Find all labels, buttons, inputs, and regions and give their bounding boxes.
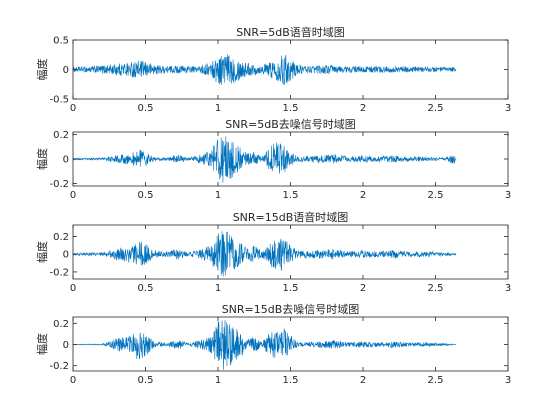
- waveform-line: [73, 320, 456, 370]
- x-tick-label: 2: [360, 283, 366, 294]
- y-tick-label: 0: [63, 65, 69, 76]
- x-tick-label: 1.5: [283, 190, 299, 201]
- x-tick-label: 0: [70, 283, 76, 294]
- y-tick-label: -0.2: [49, 267, 69, 278]
- y-tick-label: -0.2: [49, 361, 69, 372]
- y-axis-label: 幅度: [35, 333, 49, 355]
- waveform-line: [73, 231, 457, 277]
- x-tick-label: 3: [505, 103, 511, 114]
- y-tick-label: 0.5: [53, 36, 69, 47]
- subplot-title: SNR=5dB去噪信号时域图: [225, 118, 356, 131]
- x-tick-label: 1: [215, 103, 221, 114]
- x-tick-label: 2.5: [428, 283, 444, 294]
- x-tick-label: 3: [505, 375, 511, 386]
- y-tick-label: 0.2: [53, 232, 69, 243]
- waveform-line: [73, 136, 457, 183]
- subplot-title: SNR=5dB语音时域图: [236, 25, 345, 39]
- x-tick-label: 2.5: [428, 190, 444, 201]
- x-tick-label: 2: [360, 190, 366, 201]
- y-tick-label: 0.2: [53, 130, 69, 141]
- y-axis-label: 幅度: [35, 241, 49, 263]
- x-tick-label: 2: [360, 375, 366, 386]
- x-tick-label: 2.5: [428, 375, 444, 386]
- x-tick-label: 2.5: [428, 103, 444, 114]
- x-tick-label: 0.5: [138, 103, 154, 114]
- y-tick-label: -0.2: [49, 179, 69, 190]
- x-tick-label: 1.5: [283, 375, 299, 386]
- x-tick-label: 0.5: [138, 375, 154, 386]
- y-tick-label: 0: [63, 155, 69, 166]
- waveform-line: [73, 54, 457, 86]
- subplot-title: SNR=15dB语音时域图: [233, 210, 349, 224]
- y-tick-label: 0: [63, 340, 69, 351]
- y-tick-label: -0.5: [49, 95, 69, 106]
- y-axis-label: 幅度: [35, 148, 49, 170]
- x-tick-label: 1: [215, 283, 221, 294]
- x-tick-label: 1: [215, 375, 221, 386]
- x-tick-label: 0.5: [138, 190, 154, 201]
- y-tick-label: 0.2: [53, 319, 69, 330]
- x-tick-label: 0: [70, 190, 76, 201]
- y-axis-label: 幅度: [35, 59, 49, 81]
- y-tick-label: 0: [63, 250, 69, 261]
- x-tick-label: 3: [505, 283, 511, 294]
- x-tick-label: 1.5: [283, 103, 299, 114]
- x-tick-label: 0: [70, 103, 76, 114]
- x-tick-label: 2: [360, 103, 366, 114]
- x-tick-label: 1.5: [283, 283, 299, 294]
- x-tick-label: 3: [505, 190, 511, 201]
- x-tick-label: 1: [215, 190, 221, 201]
- subplot-title: SNR=15dB去噪信号时域图: [222, 303, 360, 316]
- x-tick-label: 0: [70, 375, 76, 386]
- x-tick-label: 0.5: [138, 283, 154, 294]
